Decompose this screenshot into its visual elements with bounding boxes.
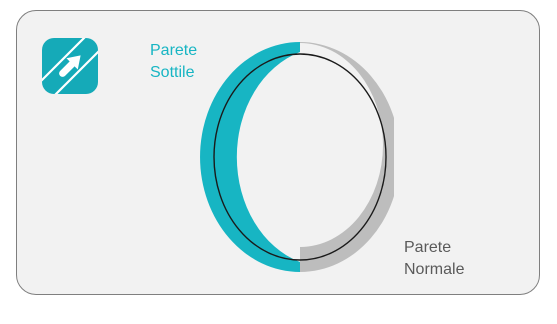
normal-wall-label-line-1: Parete [404, 239, 452, 256]
normal-wall-segment [300, 42, 394, 272]
thin-wall-segment [200, 42, 300, 272]
thin-wall-label-line-1: Parete [150, 42, 198, 59]
thin-wall-label-line-2: Sottile [150, 64, 195, 81]
wall-thickness-ring [200, 42, 394, 272]
thin-wall-label: Parete Sottile [150, 40, 197, 84]
arrow-glyph [59, 55, 81, 77]
thin-wall-arrow-icon [42, 38, 98, 94]
normal-wall-label-line-2: Normale [404, 261, 465, 278]
normal-wall-label: Parete Normale [404, 237, 464, 281]
inner-outline [213, 53, 387, 261]
